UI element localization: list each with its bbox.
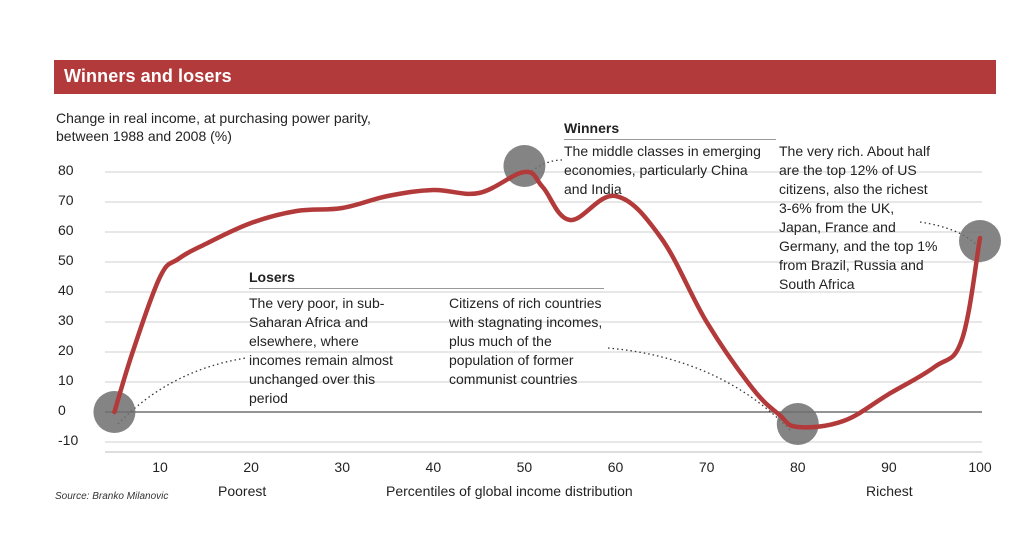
very-rich-text: The very rich. About half are the top 12… xyxy=(779,143,938,292)
x-tick-label: 60 xyxy=(607,459,624,475)
y-tick-label: 50 xyxy=(58,252,74,268)
y-tick-label: 70 xyxy=(58,192,74,208)
highlight-marker xyxy=(776,403,819,445)
x-tick-label: 100 xyxy=(968,459,992,475)
x-tick-label: 80 xyxy=(789,459,806,475)
income-change-line xyxy=(112,169,983,430)
x-axis-poorest-label: Poorest xyxy=(218,483,267,499)
x-axis-richest-label: Richest xyxy=(866,483,913,499)
x-tick-label: 20 xyxy=(243,459,259,475)
chart-title: Winners and losers xyxy=(64,66,232,86)
x-tick-label: 40 xyxy=(425,459,442,475)
y-tick-label: 30 xyxy=(58,312,74,328)
losers-heading: Losers xyxy=(249,269,295,285)
x-tick-label: 50 xyxy=(516,459,533,475)
rich-countries-text: Citizens of rich countries with stagnati… xyxy=(449,295,603,387)
y-tick-label: -10 xyxy=(58,432,79,448)
losers-rule xyxy=(249,288,604,289)
y-tick-label: 10 xyxy=(58,372,74,388)
source-note: Source: Branko Milanovic xyxy=(55,491,169,502)
x-tick-label: 30 xyxy=(334,459,351,475)
winners-heading: Winners xyxy=(564,120,620,136)
leader-line xyxy=(607,347,791,431)
winners-text: The middle classes in emerging economies… xyxy=(564,143,761,197)
gridlines xyxy=(105,171,982,453)
x-tick-label: 90 xyxy=(881,459,897,475)
chart-subtitle: Change in real income, at purchasing pow… xyxy=(56,110,371,144)
y-tick-label: 0 xyxy=(58,402,66,418)
title-bar: Winners and losers xyxy=(54,60,996,94)
y-tick-label: 40 xyxy=(58,282,74,298)
leader-line xyxy=(117,357,247,425)
x-tick-label: 70 xyxy=(698,459,715,475)
y-tick-label: 20 xyxy=(58,342,74,358)
y-tick-label: 60 xyxy=(58,222,74,238)
series-line-group xyxy=(112,169,983,430)
x-axis-title: Percentiles of global income distributio… xyxy=(386,483,633,499)
losers-text: The very poor, in sub-Saharan Africa and… xyxy=(249,295,393,406)
winners-rule xyxy=(564,139,776,140)
y-tick-label: 80 xyxy=(58,162,74,178)
x-tick-label: 10 xyxy=(152,459,168,475)
